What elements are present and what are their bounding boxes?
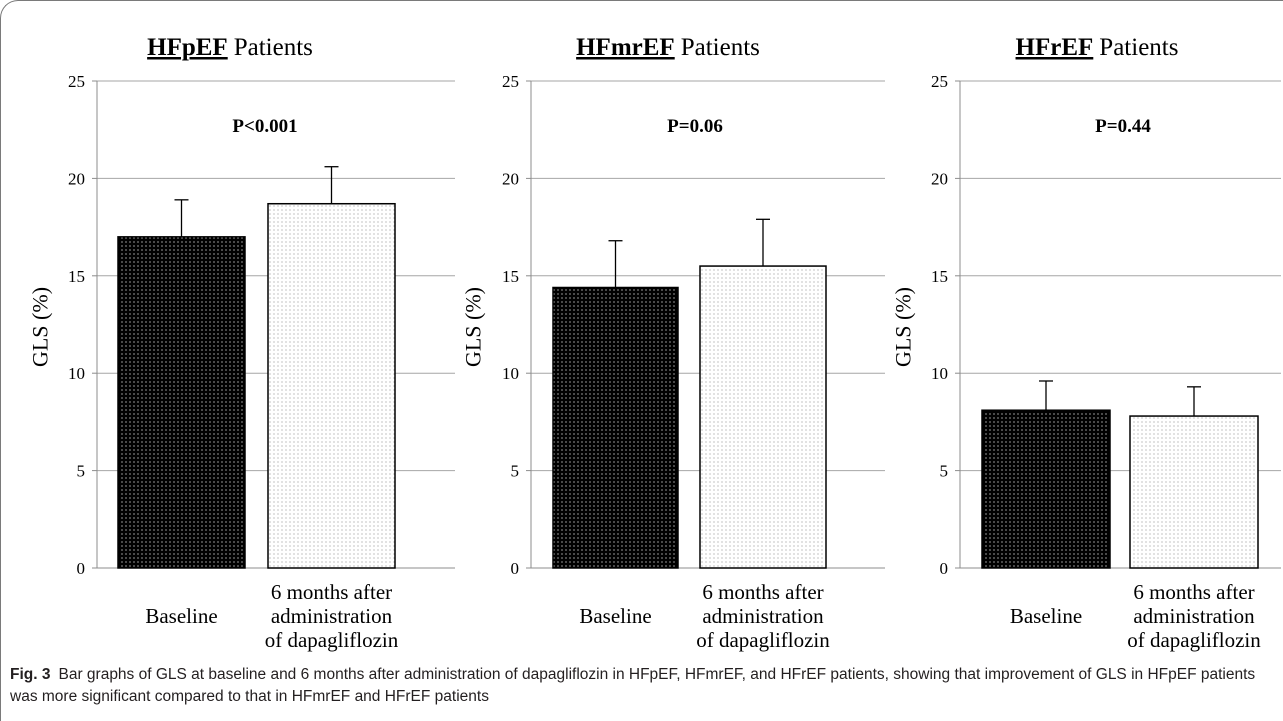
x-category-label: of dapagliflozin [696, 628, 830, 652]
y-tick-label: 0 [77, 559, 86, 578]
x-category-label: administration [271, 604, 393, 628]
y-axis-label: GLS (%) [891, 287, 916, 367]
y-tick-label: 25 [931, 72, 948, 91]
x-category-label: administration [1133, 604, 1255, 628]
panel-title: HFpEF Patients [147, 34, 313, 61]
y-tick-label: 15 [68, 267, 85, 286]
y-tick-label: 20 [68, 169, 85, 188]
y-tick-label: 25 [502, 72, 519, 91]
caption-text: Bar graphs of GLS at baseline and 6 mont… [10, 666, 1256, 705]
chart-panel-hfpef: 0 5 10 15 20 25 Baseline 6 months afteradminist… [28, 34, 455, 652]
x-category-label: 6 months after [702, 580, 823, 604]
chart-panel-hfref: 0 5 10 15 20 25 Baseline 6 months afteradminist… [891, 34, 1281, 652]
p-value-label: P<0.001 [232, 116, 297, 137]
x-category-label: of dapagliflozin [1127, 628, 1261, 652]
bar-baseline [981, 409, 1111, 569]
y-tick-label: 15 [502, 267, 519, 286]
y-tick-label: 5 [940, 462, 949, 481]
x-category-label: Baseline [579, 604, 651, 628]
chart-panel-hfmref: 0 5 10 15 20 25 Baseline 6 months afteradminist… [461, 34, 885, 652]
panel-title-group: HFpEF [147, 34, 228, 61]
bar-6-months [267, 202, 396, 569]
y-axis-label: GLS (%) [461, 287, 486, 367]
x-category-label: Baseline [145, 604, 217, 628]
panel-title-suffix: Patients [1099, 34, 1178, 61]
bar-baseline [552, 286, 679, 569]
y-tick-label: 10 [931, 364, 948, 383]
y-tick-label: 10 [502, 364, 519, 383]
bar-baseline [117, 236, 246, 569]
bar-6-months [699, 265, 827, 569]
panel-title-suffix: Patients [681, 34, 760, 61]
bar-6-months [1129, 415, 1259, 569]
y-tick-label: 15 [931, 267, 948, 286]
y-tick-label: 0 [511, 559, 520, 578]
y-tick-label: 20 [931, 169, 948, 188]
p-value-label: P=0.06 [667, 116, 723, 137]
caption-label: Fig. 3 [10, 666, 51, 683]
panel-title-suffix: Patients [234, 34, 313, 61]
y-axis-label: GLS (%) [28, 287, 53, 367]
y-tick-label: 0 [940, 559, 949, 578]
y-tick-label: 5 [77, 462, 86, 481]
p-value-label: P=0.44 [1095, 116, 1151, 137]
y-tick-label: 5 [511, 462, 520, 481]
panel-title-group: HFrEF [1016, 34, 1094, 61]
panel-title: HFmrEF Patients [576, 34, 760, 61]
panel-title-group: HFmrEF [576, 34, 675, 61]
x-category-label: 6 months after [1133, 580, 1254, 604]
x-category-label: Baseline [1010, 604, 1082, 628]
x-category-label: administration [702, 604, 824, 628]
panel-title: HFrEF Patients [1016, 34, 1179, 61]
figure-caption: Fig. 3 Bar graphs of GLS at baseline and … [10, 664, 1260, 708]
x-category-label: 6 months after [271, 580, 392, 604]
y-tick-label: 20 [502, 169, 519, 188]
x-category-label: of dapagliflozin [265, 628, 399, 652]
y-tick-label: 25 [68, 72, 85, 91]
y-tick-label: 10 [68, 364, 85, 383]
